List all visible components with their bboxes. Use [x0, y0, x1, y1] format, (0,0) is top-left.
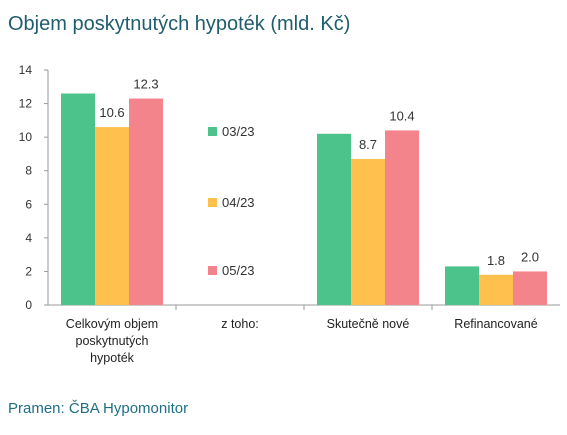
legend-label: 03/23 [222, 124, 255, 139]
bar [385, 130, 419, 305]
y-tick-label: 0 [25, 298, 32, 312]
legend-swatch [208, 127, 217, 136]
x-tick-label: Skutečně nové [327, 317, 410, 331]
y-tick-label: 2 [25, 264, 32, 278]
axes: 0 2 4 6 8 10 12 14 Celkovým objem poskytnutých hyp… [19, 63, 560, 365]
bar [479, 274, 513, 305]
chart-title: Objem poskytnutých hypoték (mld. Kč) [8, 13, 351, 35]
bar [129, 98, 163, 306]
data-label: 2.0 [521, 249, 539, 264]
source-note: Pramen: ČBA Hypomonitor [8, 400, 189, 417]
data-label: 10.6 [99, 105, 124, 120]
y-tick-label: 10 [19, 130, 33, 144]
bar [513, 271, 547, 305]
bar [95, 127, 129, 305]
y-tick-label: 4 [25, 231, 32, 245]
data-label: 8.7 [359, 137, 377, 152]
data-label: 12.3 [133, 77, 158, 92]
y-tick-label: 12 [19, 97, 33, 111]
bar [61, 93, 95, 305]
bars: 10.6 8.7 1.8 12.3 10.4 2.0 [61, 77, 547, 306]
y-tick-label: 6 [25, 197, 32, 211]
legend: 03/23 04/23 05/23 [208, 124, 255, 278]
data-label: 10.4 [389, 108, 414, 123]
x-tick-label: Refinancované [454, 317, 537, 331]
bar [351, 158, 385, 305]
legend-label: 05/23 [222, 263, 255, 278]
legend-swatch [208, 198, 217, 207]
legend-label: 04/23 [222, 195, 255, 210]
legend-swatch [208, 266, 217, 275]
y-tick-label: 14 [19, 63, 33, 77]
x-tick-label: z toho: [221, 317, 259, 331]
bar [317, 133, 351, 305]
data-label: 1.8 [487, 253, 505, 268]
x-tick-label: Celkovým objem poskytnutých hypoték [66, 317, 158, 365]
y-tick-label: 8 [25, 164, 32, 178]
bar [445, 266, 479, 305]
